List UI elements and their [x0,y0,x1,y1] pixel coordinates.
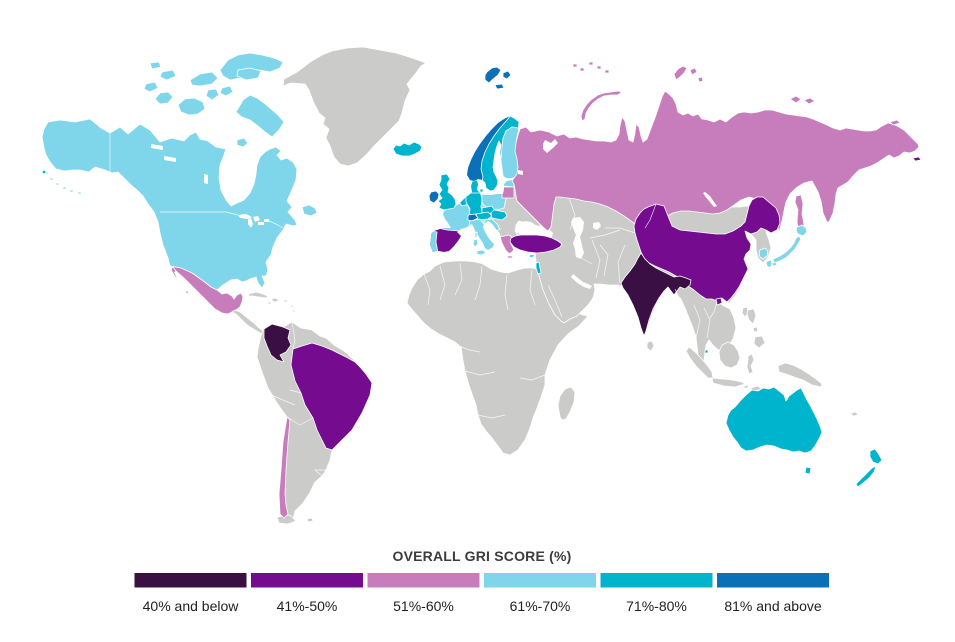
svg-text:81% and above: 81% and above [724,598,822,614]
svg-text:51%-60%: 51%-60% [393,598,454,614]
svg-text:61%-70%: 61%-70% [510,598,571,614]
svg-text:71%-80%: 71%-80% [626,598,687,614]
svg-text:OVERALL GRI SCORE (%): OVERALL GRI SCORE (%) [393,548,572,564]
svg-text:40% and below: 40% and below [143,598,240,614]
svg-text:41%-50%: 41%-50% [277,598,338,614]
